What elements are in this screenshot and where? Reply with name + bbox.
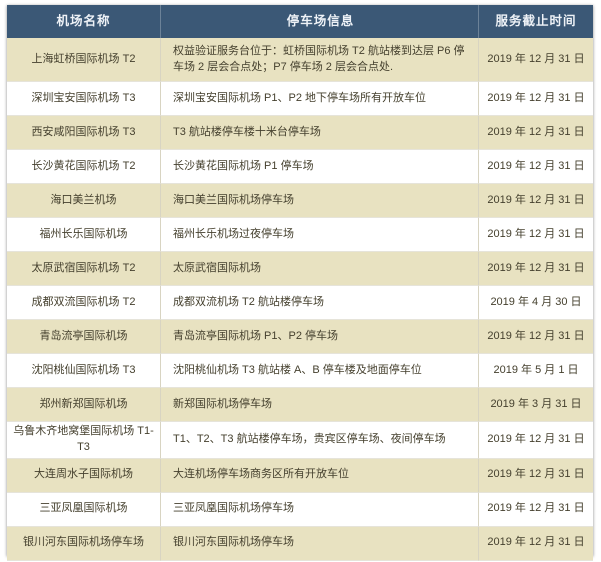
- airport-name-cell: 青岛流亭国际机场: [7, 320, 160, 354]
- service-deadline-cell: 2019 年 4 月 30 日: [478, 286, 593, 320]
- service-deadline-cell: 2019 年 12 月 31 日: [478, 38, 593, 82]
- header-airport-name: 机场名称: [56, 14, 111, 29]
- airport-name-cell: 太原武宿国际机场 T2: [7, 252, 160, 286]
- header-parking-info: 停车场信息: [160, 5, 478, 38]
- airport-name-cell: 上海虹桥国际机场 T2: [7, 38, 160, 82]
- airport-name-cell: 深圳宝安国际机场 T3: [7, 82, 160, 116]
- table-row: 长沙黄花国际机场 T2 长沙黄花国际机场 P1 停车场 2019 年 12 月 …: [7, 150, 593, 184]
- service-deadline-cell: 2019 年 12 月 31 日: [478, 82, 593, 116]
- service-deadline-cell: 2019 年 12 月 31 日: [478, 526, 593, 561]
- service-deadline-cell: 2019 年 12 月 31 日: [478, 218, 593, 252]
- parking-info-cell: 权益验证服务台位于：虹桥国际机场 T2 航站楼到达层 P6 停车场 2 层会合点…: [160, 38, 478, 82]
- table-row: 海口美兰机场 海口美兰国际机场停车场 2019 年 12 月 31 日: [7, 184, 593, 218]
- table-row: 乌鲁木齐地窝堡国际机场 T1-T3 T1、T2、T3 航站楼停车场，贵宾区停车场…: [7, 422, 593, 459]
- table-row: 太原武宿国际机场 T2 太原武宿国际机场 2019 年 12 月 31 日: [7, 252, 593, 286]
- table-row: 郑州新郑国际机场 新郑国际机场停车场 2019 年 3 月 31 日: [7, 388, 593, 422]
- parking-info-cell: 沈阳桃仙机场 T3 航站楼 A、B 停车楼及地面停车位: [160, 354, 478, 388]
- parking-info-cell: 银川河东国际机场停车场: [160, 526, 478, 561]
- parking-info-cell: 大连机场停车场商务区所有开放车位: [160, 458, 478, 493]
- service-deadline-cell: 2019 年 12 月 31 日: [478, 252, 593, 286]
- table-row: 大连周水子国际机场 大连机场停车场商务区所有开放车位 2019 年 12 月 3…: [7, 458, 593, 493]
- airport-name-cell: 西安咸阳国际机场 T3: [7, 116, 160, 150]
- airport-name-cell: 大连周水子国际机场: [7, 459, 160, 493]
- airport-name-cell: 海口美兰机场: [7, 184, 160, 218]
- parking-info-cell: 新郑国际机场停车场: [160, 388, 478, 422]
- parking-info-cell: 成都双流机场 T2 航站楼停车场: [160, 286, 478, 320]
- service-deadline-cell: 2019 年 12 月 31 日: [478, 184, 593, 218]
- table-body: 上海虹桥国际机场 T2 权益验证服务台位于：虹桥国际机场 T2 航站楼到达层 P…: [7, 38, 593, 561]
- parking-info-cell: T1、T2、T3 航站楼停车场，贵宾区停车场、夜间停车场: [160, 422, 478, 459]
- table-row: 上海虹桥国际机场 T2 权益验证服务台位于：虹桥国际机场 T2 航站楼到达层 P…: [7, 38, 593, 82]
- airport-name-cell: 乌鲁木齐地窝堡国际机场 T1-T3: [7, 422, 160, 459]
- airport-parking-table: 机场名称 停车场信息 服务截止时间 上海虹桥国际机场 T2 权益验证服务台位于：…: [7, 5, 593, 561]
- table-row: 福州长乐国际机场 福州长乐机场过夜停车场 2019 年 12 月 31 日: [7, 218, 593, 252]
- parking-info-cell: 深圳宝安国际机场 P1、P2 地下停车场所有开放车位: [160, 82, 478, 116]
- service-deadline-cell: 2019 年 5 月 1 日: [478, 354, 593, 388]
- airport-name-cell: 银川河东国际机场停车场: [7, 527, 160, 561]
- parking-info-cell: T3 航站楼停车楼十米台停车场: [160, 116, 478, 150]
- service-deadline-cell: 2019 年 12 月 31 日: [478, 422, 593, 459]
- parking-info-cell: 太原武宿国际机场: [160, 252, 478, 286]
- table-row: 西安咸阳国际机场 T3 T3 航站楼停车楼十米台停车场 2019 年 12 月 …: [7, 116, 593, 150]
- service-deadline-cell: 2019 年 12 月 31 日: [478, 458, 593, 493]
- table-row: 沈阳桃仙国际机场 T3 沈阳桃仙机场 T3 航站楼 A、B 停车楼及地面停车位 …: [7, 354, 593, 388]
- table-row: 银川河东国际机场停车场 银川河东国际机场停车场 2019 年 12 月 31 日: [7, 526, 593, 561]
- service-deadline-cell: 2019 年 12 月 31 日: [478, 116, 593, 150]
- table-row: 成都双流国际机场 T2 成都双流机场 T2 航站楼停车场 2019 年 4 月 …: [7, 286, 593, 320]
- airport-name-cell: 沈阳桃仙国际机场 T3: [7, 354, 160, 388]
- parking-info-cell: 三亚凤凰国际机场停车场: [160, 492, 478, 527]
- parking-info-cell: 海口美兰国际机场停车场: [160, 184, 478, 218]
- airport-name-cell: 三亚凤凰国际机场: [7, 493, 160, 527]
- airport-name-cell: 成都双流国际机场 T2: [7, 286, 160, 320]
- service-deadline-cell: 2019 年 12 月 31 日: [478, 492, 593, 527]
- table-row: 青岛流亭国际机场 青岛流亭国际机场 P1、P2 停车场 2019 年 12 月 …: [7, 320, 593, 354]
- parking-info-cell: 长沙黄花国际机场 P1 停车场: [160, 150, 478, 184]
- table-row: 三亚凤凰国际机场 三亚凤凰国际机场停车场 2019 年 12 月 31 日: [7, 492, 593, 527]
- table-header-row: 机场名称 停车场信息 服务截止时间: [7, 5, 593, 38]
- airport-name-cell: 长沙黄花国际机场 T2: [7, 150, 160, 184]
- parking-info-cell: 青岛流亭国际机场 P1、P2 停车场: [160, 320, 478, 354]
- parking-info-cell: 福州长乐机场过夜停车场: [160, 218, 478, 252]
- airport-name-cell: 福州长乐国际机场: [7, 218, 160, 252]
- service-deadline-cell: 2019 年 12 月 31 日: [478, 320, 593, 354]
- header-service-deadline: 服务截止时间: [478, 5, 593, 38]
- airport-name-cell: 郑州新郑国际机场: [7, 388, 160, 422]
- service-deadline-cell: 2019 年 3 月 31 日: [478, 388, 593, 422]
- table-row: 深圳宝安国际机场 T3 深圳宝安国际机场 P1、P2 地下停车场所有开放车位 2…: [7, 82, 593, 116]
- service-deadline-cell: 2019 年 12 月 31 日: [478, 150, 593, 184]
